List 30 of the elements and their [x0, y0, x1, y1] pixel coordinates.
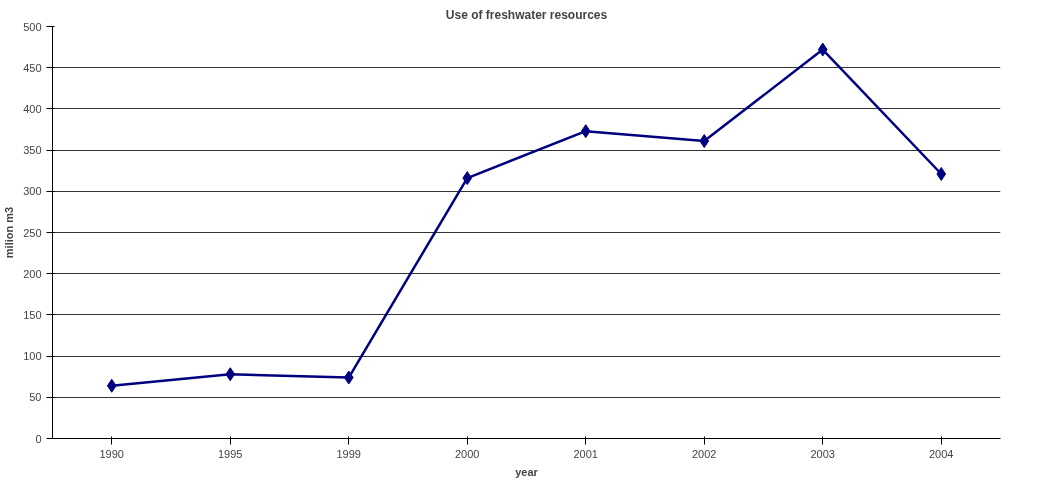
point: [225, 367, 236, 382]
y-tick-label: 250: [23, 226, 42, 239]
point: [580, 124, 591, 139]
point: [462, 171, 473, 186]
y-tick-label: 350: [23, 144, 42, 157]
y-tick-label: 0: [35, 432, 42, 445]
y-tick-label: 400: [23, 102, 42, 115]
x-tick-label: 2000: [455, 447, 480, 460]
y-tick-label: 200: [23, 267, 42, 280]
x-tick-label: 2004: [929, 447, 954, 460]
y-tick-label: 100: [23, 350, 42, 363]
x-tick-label: 1995: [218, 447, 243, 460]
x-tick-label: 2001: [573, 447, 598, 460]
point: [106, 378, 117, 393]
x-tick-label: 2002: [692, 447, 717, 460]
y-tick-label: 500: [23, 20, 42, 33]
y-tick-label: 150: [23, 308, 42, 321]
point: [817, 42, 828, 57]
point: [343, 370, 354, 385]
x-tick-label: 1999: [336, 447, 361, 460]
x-axis-title: year: [515, 465, 539, 478]
point: [936, 167, 947, 181]
chart-title: Use of freshwater resources: [445, 7, 608, 22]
x-tick-label: 1990: [99, 447, 124, 460]
y-tick-label: 450: [23, 61, 42, 74]
y-tick-label: 300: [23, 185, 42, 198]
y-axis-title: milion m3: [3, 206, 16, 259]
x-tick-label: 2003: [810, 447, 835, 460]
point: [699, 134, 710, 149]
y-tick-label: 50: [29, 391, 42, 404]
